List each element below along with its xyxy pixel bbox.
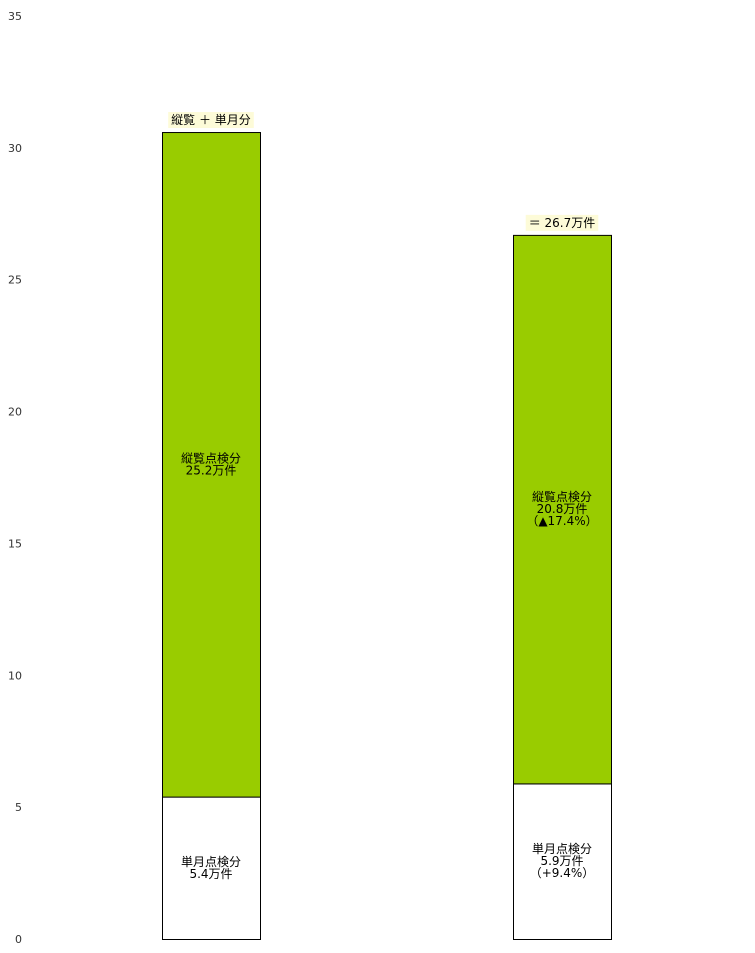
annotation-background xyxy=(525,214,599,231)
segment-label: 単月点検分 xyxy=(181,855,241,869)
y-axis: 0 5 10 15 20 25 30 35 xyxy=(8,10,22,946)
y-tick-label: 5 xyxy=(15,801,22,814)
bar-top-annotation: 縦覧 ＋ 単月分 xyxy=(171,113,251,127)
segment-label: 縦覧点検分 xyxy=(181,451,241,465)
monthly-check-segment xyxy=(513,783,612,940)
segment-label: 単月点検分 xyxy=(532,842,592,856)
y-tick-label: 30 xyxy=(8,142,22,155)
y-tick-label: 0 xyxy=(15,933,22,946)
bar-top-annotation: ＝ 26.7万件 xyxy=(529,216,596,230)
bars: 単月点検分5.4万件縦覧点検分25.2万件単月点検分5.9万件（+9.4%）縦覧… xyxy=(162,132,612,941)
y-tick-label: 10 xyxy=(8,669,22,682)
y-tick-label: 35 xyxy=(8,10,22,23)
aggregate-check-segment xyxy=(162,132,261,798)
annotations: 縦覧 ＋ 単月分 ＝ 26.7万件 xyxy=(168,112,599,231)
y-tick-label: 25 xyxy=(8,274,22,287)
segment-label: 5.9万件 xyxy=(540,854,583,868)
y-tick-label: 20 xyxy=(8,406,22,419)
segment-label: （▲17.4%） xyxy=(526,514,597,528)
segment-label: 20.8万件 xyxy=(537,502,588,516)
segment-label: 25.2万件 xyxy=(186,463,237,477)
segment-label: （+9.4%） xyxy=(530,866,595,880)
y-tick-label: 15 xyxy=(8,537,22,550)
segment-label: 縦覧点検分 xyxy=(532,490,592,504)
aggregate-check-segment xyxy=(513,234,612,785)
monthly-check-segment xyxy=(162,796,261,941)
segment-label: 5.4万件 xyxy=(189,867,232,881)
annotation-background xyxy=(168,112,254,129)
